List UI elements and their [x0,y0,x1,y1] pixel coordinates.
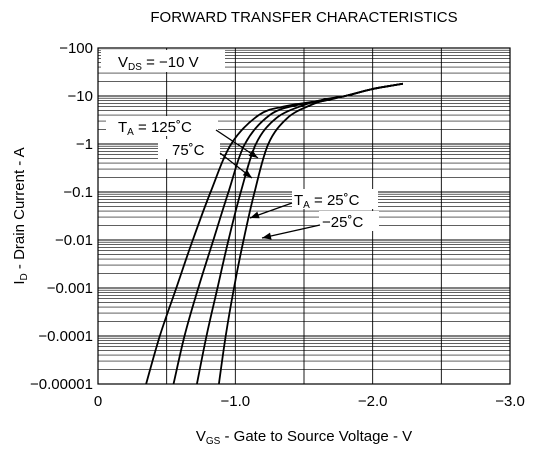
x-axis-label-symbol: V [196,428,206,445]
series-annotation: 75˚C [172,142,205,159]
annotation-bg [158,139,220,159]
y-axis-label-text: - Drain Current - A [11,147,28,273]
x-tick-label: −3.0 [495,393,525,410]
y-axis-label-subscript: D [19,273,30,280]
annotation-subscript: A [303,200,310,211]
series-annotation: −25˚C [322,214,363,231]
annotation-backgrounds [106,116,379,231]
series-curve [196,82,404,385]
annotation-arrowhead [262,232,272,240]
tick-labels: −100 −10 −1 −0.1 −0.01 −0.001 −0.0001 −0.000010… [30,40,525,410]
annotation-arrowhead [242,169,252,178]
y-tick-label: −0.0001 [38,328,93,345]
annotation-layer: TA = 125˚C75˚CTA = 25˚C−25˚C [118,119,363,240]
y-tick-label: −1 [76,136,93,153]
annotation-text: = 125˚C [134,119,192,136]
annotation-bg [319,211,379,231]
annotation-arrowhead [248,150,258,158]
annotation-subscript: A [127,127,134,138]
y-tick-label: −100 [59,40,93,57]
condition-label-text: = −10 V [142,54,199,71]
y-tick-label: −0.1 [63,184,93,201]
y-tick-label: −0.00001 [30,376,93,393]
series-annotation: TA = 125˚C [118,119,192,138]
x-tick-label: 0 [94,393,102,410]
chart-title: FORWARD TRANSFER CHARACTERISTICS [150,9,457,26]
y-tick-label: −0.001 [47,280,93,297]
x-axis-label: VGS - Gate to Source Voltage - V [196,428,412,447]
x-axis-label-text: - Gate to Source Voltage - V [220,428,412,445]
condition-label-symbol: V [118,54,128,71]
condition-label: VDS = −10 V [118,54,199,73]
annotation-symbol: T [294,192,303,209]
annotation-arrowhead [250,211,260,219]
series-layer [145,82,404,385]
x-tick-label: −2.0 [358,393,388,410]
y-axis-label-symbol: I [11,280,28,284]
annotation-arrow-line [261,224,321,239]
series-curve [218,82,404,385]
annotation-text: = 25˚C [310,192,360,209]
x-tick-label: −1.0 [221,393,251,410]
condition-label-bg [101,50,225,72]
annotation-bg [106,116,218,136]
annotation-symbol: T [118,119,127,136]
x-axis-label-subscript: GS [206,436,221,447]
series-annotation: TA = 25˚C [294,192,360,211]
y-tick-label: −10 [68,88,93,105]
annotation-bg [292,189,378,209]
condition-label-subscript: DS [128,62,142,73]
y-tick-label: −0.01 [55,232,93,249]
plot-frame [97,47,511,385]
y-axis-label: ID - Drain Current - A [11,147,30,284]
